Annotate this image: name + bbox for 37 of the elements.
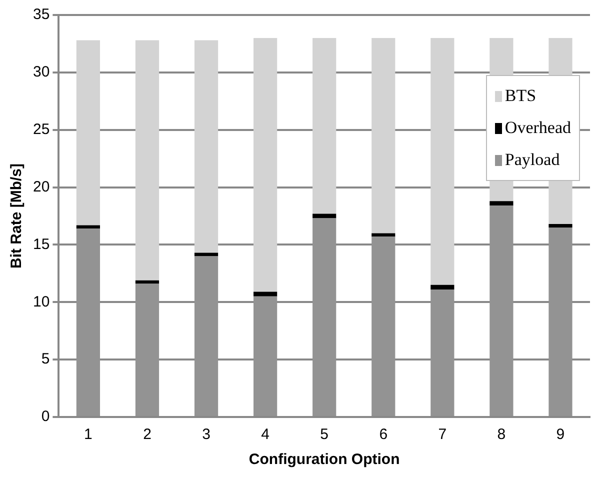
x-tick-label: 5: [320, 426, 329, 444]
bar: [76, 40, 100, 226]
bar: [372, 38, 396, 234]
x-tick-label: 8: [497, 426, 506, 444]
x-tick-label: 1: [84, 426, 92, 444]
y-tick-label: 5: [41, 350, 50, 368]
y-tick-label: 20: [32, 178, 50, 196]
legend-label: Overhead: [504, 118, 571, 138]
y-tick-label: 35: [32, 6, 50, 24]
bar: [254, 292, 278, 296]
bar: [135, 280, 160, 284]
y-tick-label: 10: [32, 293, 50, 310]
x-tick-label: 4: [261, 426, 270, 444]
bar: [194, 40, 218, 253]
legend-label: Payload: [504, 150, 560, 170]
bar: [372, 233, 396, 237]
bar: [254, 38, 278, 292]
bar: [312, 38, 336, 214]
x-axis-title: Configuration Option: [248, 451, 400, 468]
x-tick-label: 2: [143, 426, 152, 444]
x-tick-label: 7: [438, 426, 447, 444]
y-tick-label: 0: [41, 408, 50, 426]
bar: [135, 40, 160, 280]
y-tick-label: 25: [32, 121, 50, 138]
bar: [430, 38, 454, 285]
bar: [548, 224, 572, 228]
y-tick-label: 15: [32, 236, 50, 253]
y-axis-title: Bit Rate [Mb/s]: [8, 163, 26, 268]
x-tick-label: 6: [379, 426, 388, 444]
legend-label: BTS: [504, 86, 536, 106]
x-tick-label: 9: [556, 426, 565, 444]
x-tick-label: 3: [202, 426, 210, 444]
bar: [76, 225, 100, 229]
bar: [312, 214, 336, 218]
bar: [490, 201, 514, 206]
y-tick-label: 30: [32, 64, 50, 81]
bar: [430, 284, 454, 290]
